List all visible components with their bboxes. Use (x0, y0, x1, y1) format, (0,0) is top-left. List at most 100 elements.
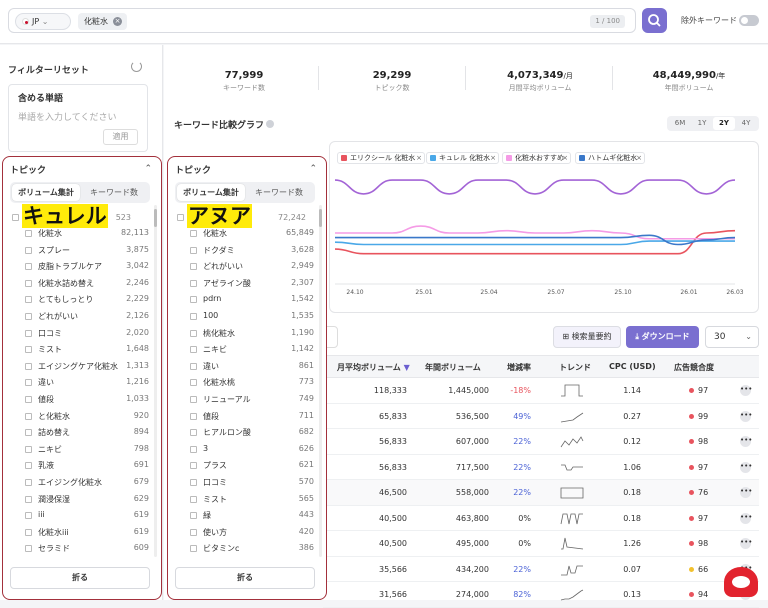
download-button[interactable]: ⤓ ダウンロード (626, 326, 699, 348)
topic-row[interactable]: 化粧水iii 619 (3, 525, 153, 542)
topic-checkbox[interactable] (25, 246, 32, 254)
topic-checkbox[interactable] (190, 246, 197, 254)
topic-row[interactable]: 緑 443 (168, 508, 318, 525)
topic-row[interactable]: iii 619 (3, 508, 153, 525)
more-icon[interactable]: ••• (740, 487, 752, 498)
topic-checkbox[interactable] (190, 412, 197, 420)
table-row[interactable]: 56,833 717,500 22% 1.06 97 ••• (323, 455, 759, 480)
close-icon[interactable]: × (490, 154, 496, 162)
col-ad-competition[interactable]: 広告競合度 (674, 363, 714, 372)
topic-row[interactable]: アゼライン酸 2,307 (168, 276, 318, 293)
period-2y[interactable]: 2Y (713, 117, 735, 130)
topic-checkbox[interactable] (25, 395, 32, 403)
topic-row[interactable]: 値段 711 (168, 409, 318, 426)
topic-row[interactable]: ニキビ 798 (3, 442, 153, 459)
topic-checkbox[interactable] (190, 263, 197, 271)
search-button[interactable] (642, 8, 667, 33)
topic-row[interactable]: 使い方 420 (168, 525, 318, 542)
topic-row[interactable]: エイジング化粧水 679 (3, 475, 153, 492)
tab-volume-sum[interactable]: ボリューム集計 (12, 184, 80, 201)
exclude-keyword-toggle[interactable] (739, 15, 759, 26)
more-icon[interactable]: ••• (740, 512, 752, 524)
close-icon[interactable]: × (562, 154, 568, 162)
topic-row[interactable]: 皮脂トラブルケア 3,042 (3, 259, 153, 276)
topic-checkbox[interactable] (190, 495, 197, 503)
tab-keyword-count[interactable]: キーワード数 (90, 188, 138, 197)
topic-checkbox[interactable] (190, 312, 197, 320)
topic-checkbox[interactable] (25, 346, 32, 354)
topic-row[interactable]: 潤浸保湿 629 (3, 492, 153, 509)
collapse-button[interactable]: 折る (175, 567, 315, 589)
scrollbar[interactable] (154, 205, 157, 557)
topic-row[interactable]: 化粧水詰め替え 2,246 (3, 276, 153, 293)
select-all-checkbox[interactable] (177, 214, 184, 221)
topic-checkbox[interactable] (190, 329, 197, 337)
topic-checkbox[interactable] (190, 478, 197, 486)
topic-checkbox[interactable] (190, 429, 197, 437)
close-icon[interactable]: × (416, 154, 422, 162)
topic-checkbox[interactable] (190, 379, 197, 387)
topic-checkbox[interactable] (25, 412, 32, 420)
topic-row[interactable]: エイジングケア化粧水 1,313 (3, 359, 153, 376)
topic-row[interactable]: プラス 621 (168, 458, 318, 475)
topic-checkbox[interactable] (25, 379, 32, 387)
topic-checkbox[interactable] (190, 395, 197, 403)
topic-checkbox[interactable] (190, 346, 197, 354)
chevron-up-icon[interactable]: ⌃ (309, 164, 317, 174)
topic-row[interactable]: 値段 1,033 (3, 392, 153, 409)
topic-checkbox[interactable] (25, 445, 32, 453)
topic-row[interactable]: 口コミ 2,020 (3, 326, 153, 343)
topic-row[interactable]: 3 626 (168, 442, 318, 459)
topic-checkbox[interactable] (190, 296, 197, 304)
topic-row[interactable]: 詰め替え 894 (3, 425, 153, 442)
topic-row[interactable]: 化粧水 65,849 (168, 226, 318, 243)
table-row[interactable]: 40,500 463,800 0% 0.18 97 ••• (323, 506, 759, 531)
keyword-search-box[interactable]: JP ⌄ 化粧水 × 1 / 100 (8, 8, 636, 33)
topic-row[interactable]: どれがいい 2,126 (3, 309, 153, 326)
country-selector[interactable]: JP ⌄ (15, 13, 71, 30)
topic-row[interactable]: ミスト 1,648 (3, 342, 153, 359)
topic-row[interactable]: pdrn 1,542 (168, 292, 318, 309)
scrollbar-thumb[interactable] (319, 209, 322, 227)
topic-row[interactable]: 口コミ 570 (168, 475, 318, 492)
col-yearly-volume[interactable]: 年間ボリューム (425, 363, 481, 372)
topic-checkbox[interactable] (25, 312, 32, 320)
table-row[interactable]: 40,500 495,000 0% 1.26 98 ••• (323, 531, 759, 557)
topic-checkbox[interactable] (25, 329, 32, 337)
col-monthly-volume[interactable]: 月平均ボリューム ▼ (337, 362, 410, 373)
legend-item[interactable]: エリクシール 化粧水 × (337, 152, 425, 164)
topic-row[interactable]: 化粧水桃 773 (168, 375, 318, 392)
collapse-button[interactable]: 折る (10, 567, 150, 589)
chevron-up-icon[interactable]: ⌃ (144, 164, 152, 174)
topic-checkbox[interactable] (25, 462, 32, 470)
topic-checkbox[interactable] (25, 512, 32, 520)
scrollbar-thumb[interactable] (154, 209, 157, 227)
topic-row[interactable]: 違い 861 (168, 359, 318, 376)
topic-checkbox[interactable] (25, 296, 32, 304)
topic-checkbox[interactable] (25, 230, 32, 237)
topic-checkbox[interactable] (190, 512, 197, 520)
more-icon[interactable]: ••• (740, 461, 752, 473)
topic-checkbox[interactable] (25, 495, 32, 503)
topic-checkbox[interactable] (190, 445, 197, 453)
remove-chip-icon[interactable]: × (113, 17, 122, 26)
topic-checkbox[interactable] (25, 263, 32, 271)
topic-checkbox[interactable] (190, 362, 197, 370)
apply-button[interactable]: 適用 (103, 129, 138, 145)
more-icon[interactable]: ••• (740, 436, 752, 447)
topic-row[interactable]: 乳液 691 (3, 458, 153, 475)
topic-checkbox[interactable] (25, 478, 32, 486)
topic-row[interactable]: 桃化粧水 1,190 (168, 326, 318, 343)
page-size-select[interactable]: 30 ⌄ (705, 326, 759, 348)
topic-row[interactable]: 化粧水 82,113 (3, 226, 153, 243)
scrollbar[interactable] (319, 205, 322, 557)
topic-checkbox[interactable] (25, 279, 32, 287)
period-4y[interactable]: 4Y (741, 119, 751, 127)
topic-checkbox[interactable] (190, 462, 197, 470)
topic-row[interactable]: どれがいい 2,949 (168, 259, 318, 276)
topic-row[interactable]: スプレー 3,875 (3, 243, 153, 260)
topic-checkbox[interactable] (25, 545, 32, 553)
legend-item[interactable]: ハトムギ化粧水 × (575, 152, 645, 164)
col-cpc[interactable]: CPC (USD) (609, 362, 656, 371)
